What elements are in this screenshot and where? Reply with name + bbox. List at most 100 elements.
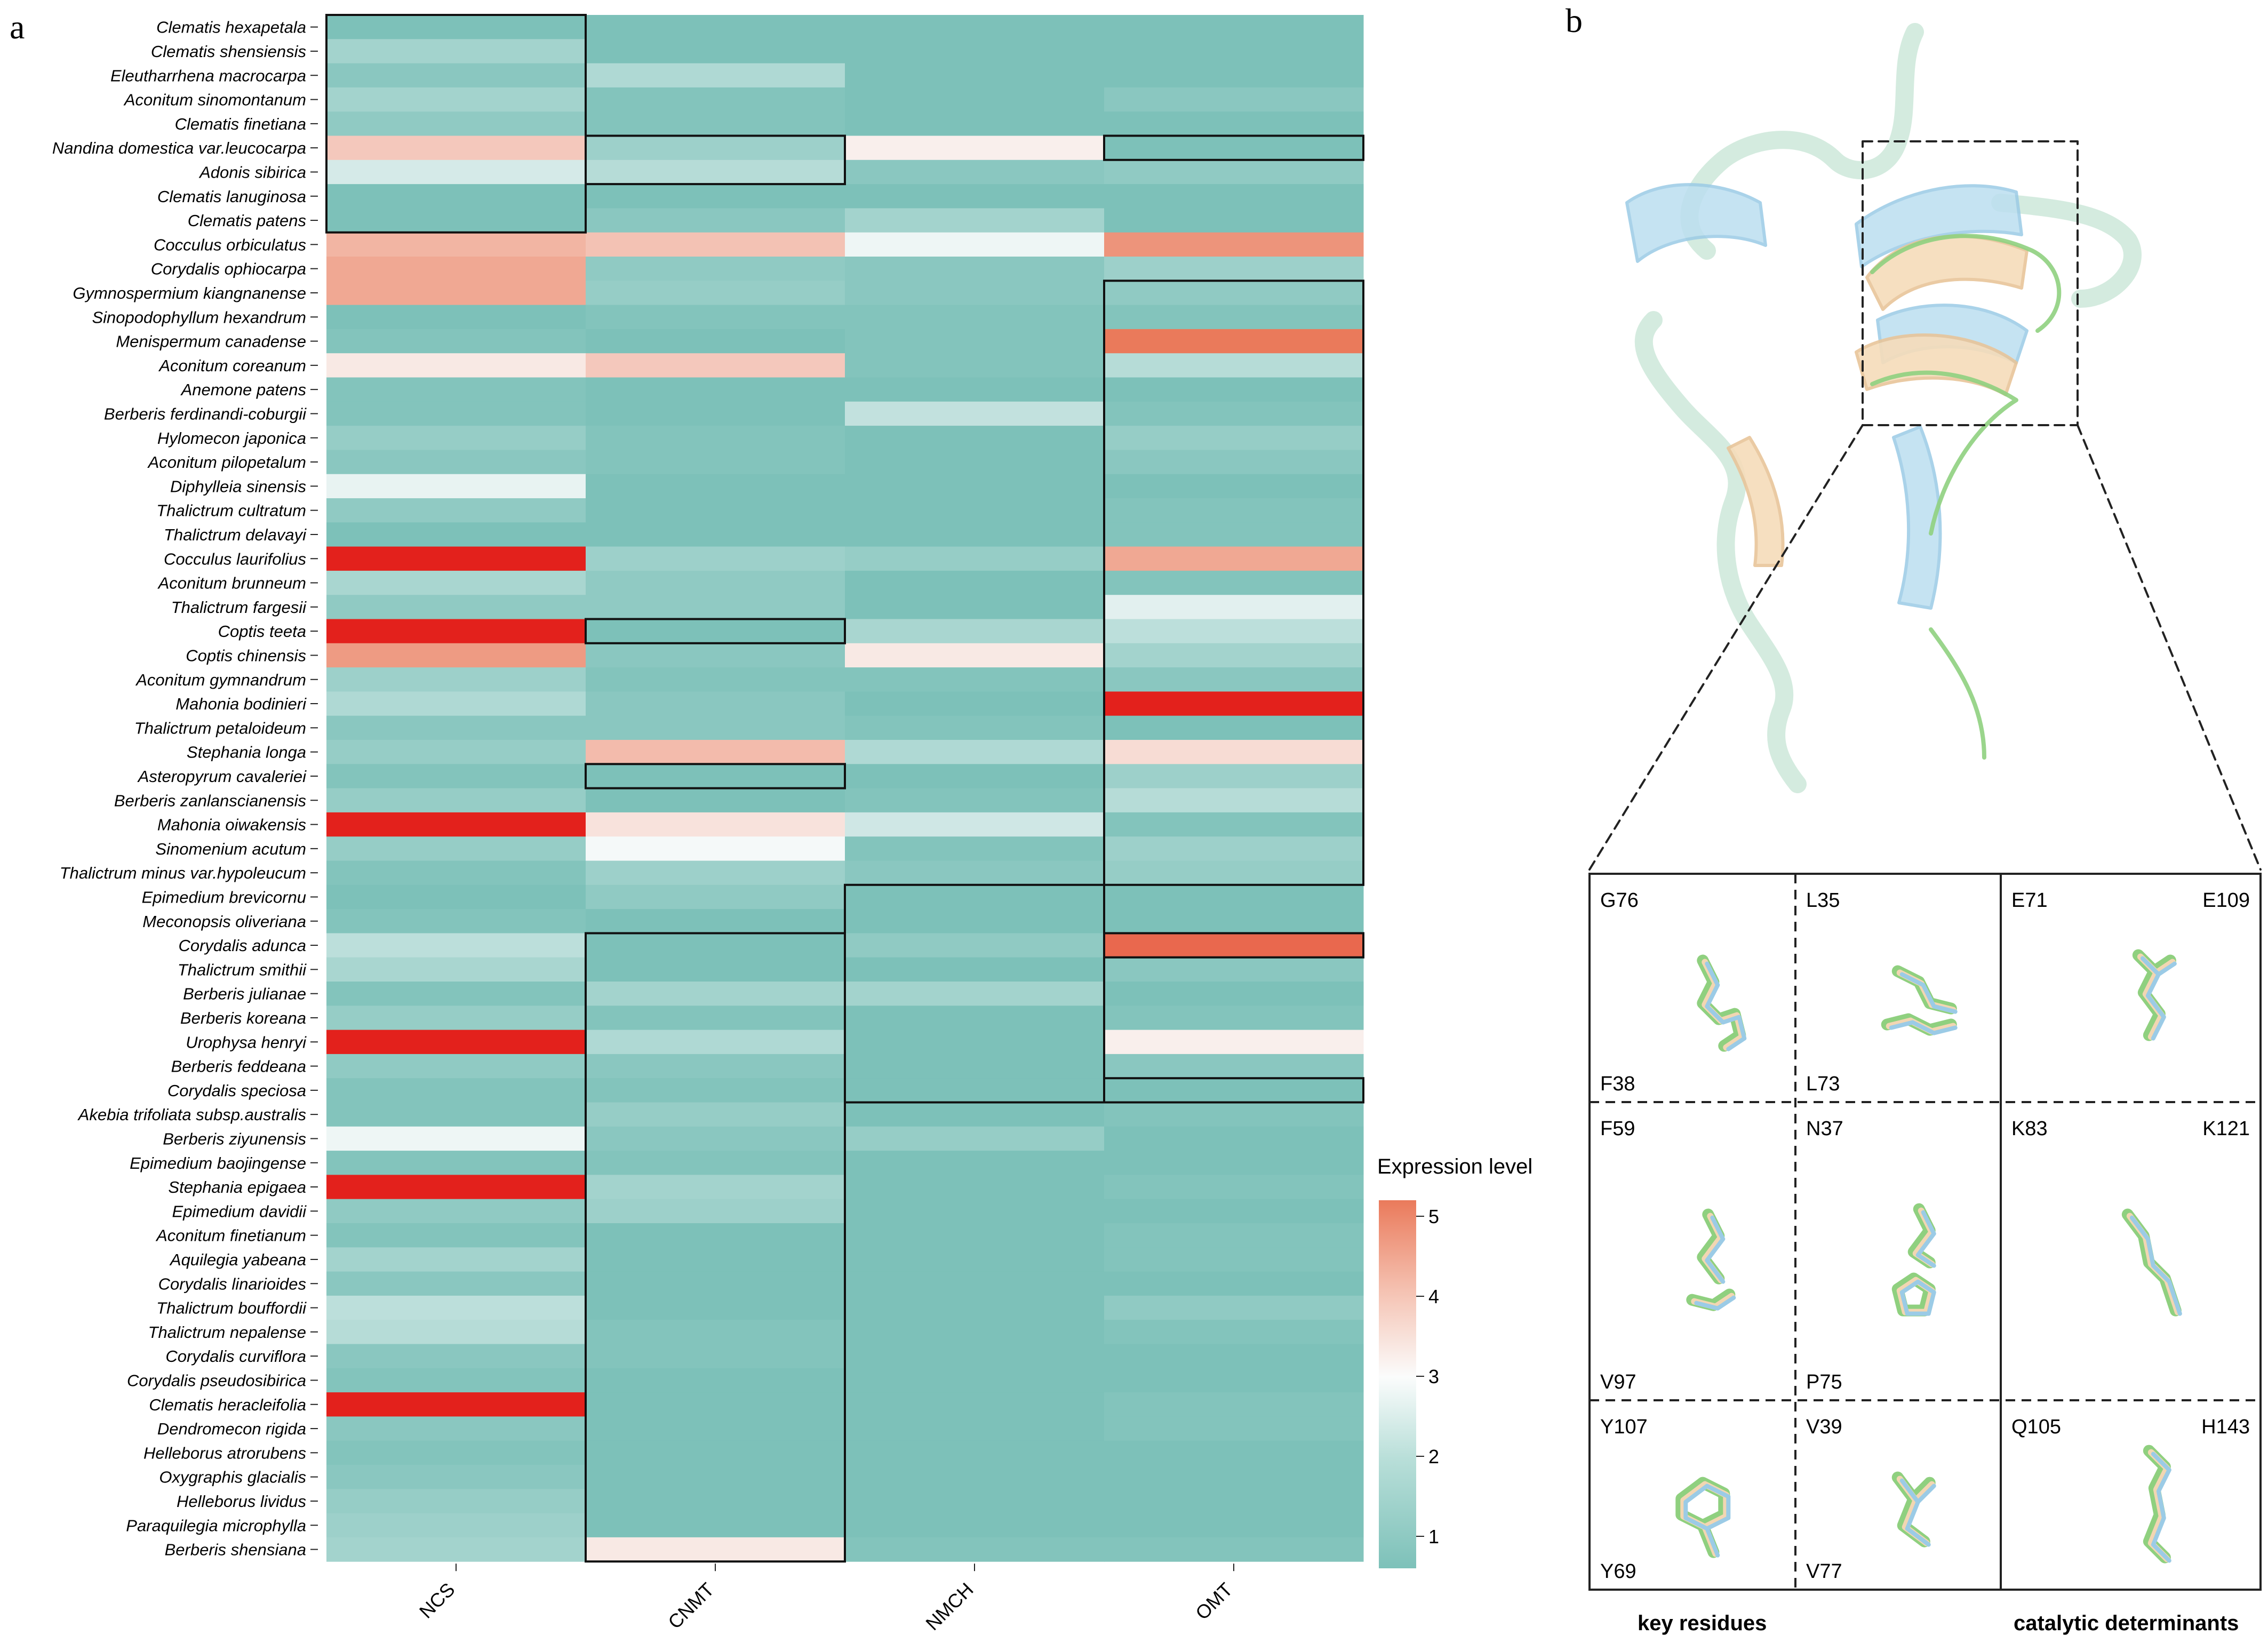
highlight-box — [325, 14, 587, 234]
row-label: Berberis ferdinandi-coburgii — [104, 404, 307, 423]
heatmap-cell — [1104, 1199, 1364, 1224]
heatmap: Clematis hexapetala Clematis shensiensis E… — [52, 14, 1364, 1634]
heatmap-cell — [845, 740, 1105, 764]
heatmap-cell — [1104, 353, 1364, 378]
heatmap-cell — [845, 909, 1105, 934]
heatmap-cell — [1104, 1416, 1364, 1441]
row-label: Thalictrum cultratum — [156, 501, 306, 520]
column-label: NMCH — [921, 1578, 977, 1634]
heatmap-cell — [845, 232, 1105, 257]
heatmap-cell — [326, 1006, 586, 1031]
heatmap-cell — [845, 1030, 1105, 1055]
heatmap-cell — [586, 1175, 845, 1200]
row-label: Sinomenium acutum — [155, 840, 306, 858]
heatmap-cell — [326, 1368, 586, 1393]
highlight-box — [585, 932, 846, 1563]
residue-label: Y69 — [1600, 1560, 1636, 1583]
heatmap-cell — [845, 619, 1105, 644]
heatmap-cell — [1104, 135, 1364, 161]
heatmap-cell — [845, 546, 1105, 571]
heatmap-cell — [326, 884, 586, 910]
heatmap-cell — [845, 111, 1105, 136]
row-label: Aquilegia yabeana — [169, 1250, 306, 1269]
residue-label: Q105 — [2011, 1416, 2061, 1438]
heatmap-cell — [845, 1513, 1105, 1538]
heatmap-cell — [1104, 1537, 1364, 1562]
heatmap-cell — [586, 740, 845, 764]
heatmap-cell — [845, 1537, 1105, 1562]
heatmap-cell — [1104, 305, 1364, 330]
residue-stick — [1694, 1215, 1736, 1311]
heatmap-cell — [326, 667, 586, 692]
heatmap-cell — [586, 860, 845, 886]
heatmap-cell — [845, 933, 1105, 958]
zoom-box — [1862, 140, 2079, 426]
heatmap-cell — [326, 1344, 586, 1369]
heatmap-cell — [326, 860, 586, 886]
heatmap-cell — [845, 1392, 1105, 1417]
row-label: Epimedium brevicornu — [142, 888, 306, 906]
residue-label: K83 — [2011, 1118, 2048, 1140]
heatmap-cell — [1104, 933, 1364, 958]
residue-label: V39 — [1806, 1416, 1842, 1438]
heatmap-cell — [1104, 426, 1364, 450]
highlight-box — [1103, 932, 1364, 959]
heatmap-cell — [1104, 63, 1364, 88]
heatmap-cell — [845, 1006, 1105, 1031]
heatmap-cell — [845, 788, 1105, 813]
heatmap-cell — [1104, 184, 1364, 209]
heatmap-cell — [1104, 15, 1364, 39]
column-labels: NCS CNMT NMCH OMT — [415, 1564, 1237, 1634]
row-label: Coptis chinensis — [186, 646, 306, 665]
heatmap-cell — [326, 377, 586, 402]
heatmap-cell — [845, 329, 1105, 354]
heatmap-cell — [845, 691, 1105, 716]
row-label: Berberis ziyunensis — [163, 1129, 306, 1148]
residue-stick — [1889, 972, 1958, 1035]
heatmap-cell — [845, 1199, 1105, 1224]
heatmap-cells — [326, 15, 1364, 1562]
heatmap-cell — [1104, 232, 1364, 257]
heatmap-cell — [845, 474, 1105, 499]
heatmap-cell — [326, 1199, 586, 1224]
panel-b-label: b — [1566, 2, 1583, 39]
heatmap-cell — [845, 1054, 1105, 1079]
heatmap-cell — [326, 257, 586, 281]
colorbar: Expression level 1 2 3 4 5 — [1377, 1155, 1532, 1568]
heatmap-cell — [845, 1126, 1105, 1151]
heatmap-cell — [326, 1537, 586, 1562]
heatmap-cell — [586, 15, 845, 39]
heatmap-cell — [845, 1078, 1105, 1103]
heatmap-cell — [586, 982, 845, 1006]
residue-label: H143 — [2201, 1416, 2250, 1438]
row-label: Dendromecon rigida — [157, 1419, 306, 1438]
heatmap-cell — [586, 63, 845, 88]
heatmap-cell — [1104, 788, 1364, 813]
heatmap-cell — [1104, 159, 1364, 185]
row-label: Berberis feddeana — [171, 1057, 306, 1076]
heatmap-cell — [326, 1271, 586, 1296]
heatmap-cell — [326, 1440, 586, 1465]
heatmap-cell — [586, 909, 845, 934]
heatmap-cell — [1104, 474, 1364, 499]
row-label: Berberis zanlanscianensis — [114, 791, 306, 810]
row-label: Clematis finetiana — [175, 115, 306, 133]
heatmap-cell — [845, 1416, 1105, 1441]
heatmap-cell — [326, 111, 586, 136]
heatmap-cell — [326, 87, 586, 112]
heatmap-cell — [845, 1295, 1105, 1320]
row-label: Adonis sibirica — [198, 163, 306, 181]
row-label: Sinopodophyllum hexandrum — [92, 308, 306, 326]
residue-label: F38 — [1600, 1073, 1635, 1095]
row-label: Asteropyrum cavaleriei — [137, 767, 307, 786]
colorbar-tick-label: 1 — [1428, 1526, 1439, 1548]
row-label: Corydalis curviflora — [165, 1347, 306, 1366]
heatmap-cell — [586, 1440, 845, 1465]
heatmap-cell — [586, 111, 845, 136]
row-label: Akebia trifoliata subsp.australis — [77, 1105, 306, 1124]
heatmap-cell — [1104, 1151, 1364, 1175]
heatmap-cell — [586, 1368, 845, 1393]
heatmap-cell — [326, 643, 586, 668]
heatmap-cell — [326, 1247, 586, 1272]
row-label: Thalictrum nepalense — [148, 1323, 306, 1342]
